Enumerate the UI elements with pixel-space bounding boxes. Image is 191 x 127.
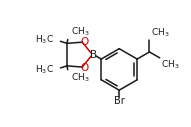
Text: CH$_3$: CH$_3$ bbox=[151, 27, 169, 39]
Text: CH$_3$: CH$_3$ bbox=[161, 58, 180, 71]
Text: B: B bbox=[90, 50, 97, 60]
Text: Br: Br bbox=[114, 96, 125, 106]
Text: O: O bbox=[80, 37, 88, 47]
Text: O: O bbox=[80, 63, 88, 73]
Text: CH$_3$: CH$_3$ bbox=[71, 25, 89, 38]
Text: CH$_3$: CH$_3$ bbox=[71, 72, 89, 84]
Text: H$_3$C: H$_3$C bbox=[35, 63, 53, 76]
Text: H$_3$C: H$_3$C bbox=[35, 34, 53, 46]
